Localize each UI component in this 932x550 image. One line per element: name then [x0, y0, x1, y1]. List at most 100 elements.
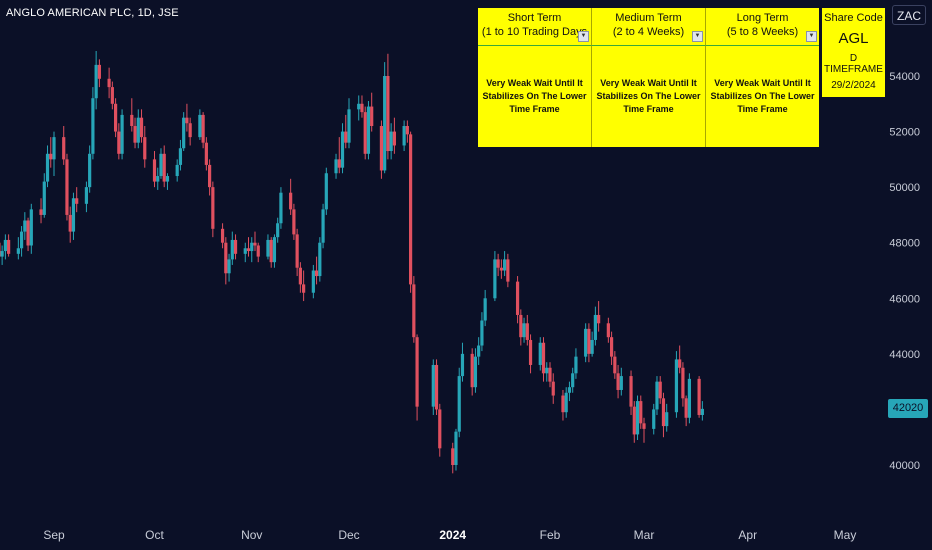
x-tick-label: Oct: [145, 528, 164, 542]
candle-body: [457, 376, 461, 432]
candle-body: [564, 392, 568, 413]
candle-body: [117, 131, 121, 154]
currency-button[interactable]: ZAC: [892, 5, 926, 25]
triangle-down-icon[interactable]: ▼: [806, 31, 817, 42]
candle-body: [321, 209, 325, 243]
long-term-title: Long Term: [736, 12, 789, 24]
candle-body: [674, 359, 679, 413]
candle-body: [697, 378, 701, 415]
candle-body: [198, 114, 202, 138]
triangle-down-icon[interactable]: ▼: [578, 31, 589, 42]
candle-body: [334, 159, 338, 174]
candle-body: [94, 64, 98, 99]
candle-body: [324, 173, 328, 210]
short-term-title: Short Term: [507, 12, 562, 24]
x-tick-label: Sep: [43, 528, 65, 542]
candle-body: [522, 323, 526, 338]
candle-body: [635, 401, 640, 435]
triangle-down-icon[interactable]: ▼: [692, 31, 703, 42]
candle-body: [3, 239, 7, 252]
candle-body: [175, 164, 179, 177]
candle-body: [451, 448, 455, 465]
candle-body: [402, 126, 406, 146]
candle-body: [661, 398, 666, 427]
candle-body: [45, 153, 50, 182]
candle-body: [584, 328, 588, 357]
candle-body: [250, 242, 254, 252]
medium-term-title: Medium Term: [615, 12, 682, 24]
candle-body: [136, 117, 140, 143]
candle-body: [42, 181, 46, 215]
candle-body: [519, 314, 523, 338]
candle-body: [470, 353, 474, 388]
candle-body: [75, 198, 79, 204]
candle-body: [26, 220, 30, 246]
candle-body: [454, 431, 458, 465]
candle-body: [88, 153, 92, 188]
candle-body: [120, 114, 124, 154]
short-term-signal: Very Weak Wait Until It Stabilizes On Th…: [478, 46, 592, 147]
candle-body: [227, 259, 231, 274]
candle-body: [211, 187, 215, 229]
share-code-title: Share Code: [824, 12, 883, 24]
candle-body: [52, 137, 56, 160]
medium-term-subtitle: (2 to 4 Weeks): [612, 26, 685, 38]
x-tick-label: May: [834, 528, 857, 542]
candle-body: [528, 339, 533, 365]
candle-body: [480, 320, 484, 346]
candle-body: [678, 359, 682, 368]
candle-body: [165, 176, 170, 182]
candle-body: [279, 192, 283, 224]
y-tick-label: 50000: [889, 182, 920, 194]
candle-body: [357, 103, 361, 110]
signal-table: Short Term (1 to 10 Trading Days ▼ Mediu…: [478, 8, 819, 147]
candle-body: [415, 337, 419, 407]
candle-body: [256, 245, 260, 257]
candle-body: [541, 342, 546, 374]
candle-body: [658, 381, 662, 399]
candle-body: [434, 364, 439, 410]
candle-body: [405, 126, 409, 135]
candle-body: [7, 239, 11, 254]
candle-body: [298, 267, 302, 285]
candle-body: [632, 406, 636, 435]
symbol-title: ANGLO AMERICAN PLC, 1D, JSE: [6, 7, 179, 19]
candle-body: [687, 378, 691, 418]
candle-body: [616, 373, 620, 390]
candle-body: [318, 242, 322, 277]
candle-body: [162, 153, 166, 182]
candle-body: [561, 395, 565, 413]
candle-body: [460, 353, 465, 377]
candle-body: [253, 242, 257, 246]
candle-body: [360, 103, 364, 113]
candle-body: [97, 64, 101, 79]
last-price-tag: 42020: [888, 399, 928, 418]
date-label: 29/2/2024: [831, 80, 876, 91]
candle-body: [113, 103, 118, 132]
x-tick-label: Apr: [738, 528, 757, 542]
candle-body: [110, 87, 114, 104]
candle-body: [68, 214, 72, 232]
candle-body: [681, 367, 685, 399]
candle-body: [438, 409, 442, 449]
candle-body: [269, 239, 273, 263]
candle-body: [178, 148, 183, 165]
candle-body: [204, 142, 208, 165]
y-tick-label: 52000: [889, 127, 920, 139]
candle-body: [246, 248, 251, 252]
candle-body: [91, 98, 95, 154]
share-code: AGL: [838, 30, 869, 47]
candle-body: [62, 137, 66, 160]
candle-body: [152, 159, 157, 182]
candle-body: [574, 356, 578, 374]
candle-body: [230, 239, 234, 260]
short-term-subtitle: (1 to 10 Trading Days: [481, 26, 588, 38]
candle-body: [143, 137, 147, 160]
x-tick-label: Feb: [540, 528, 561, 542]
candle-body: [23, 220, 27, 232]
candle-body: [684, 398, 688, 418]
candle-body: [340, 131, 345, 168]
candle-body: [551, 381, 555, 396]
candle-body: [84, 187, 89, 204]
